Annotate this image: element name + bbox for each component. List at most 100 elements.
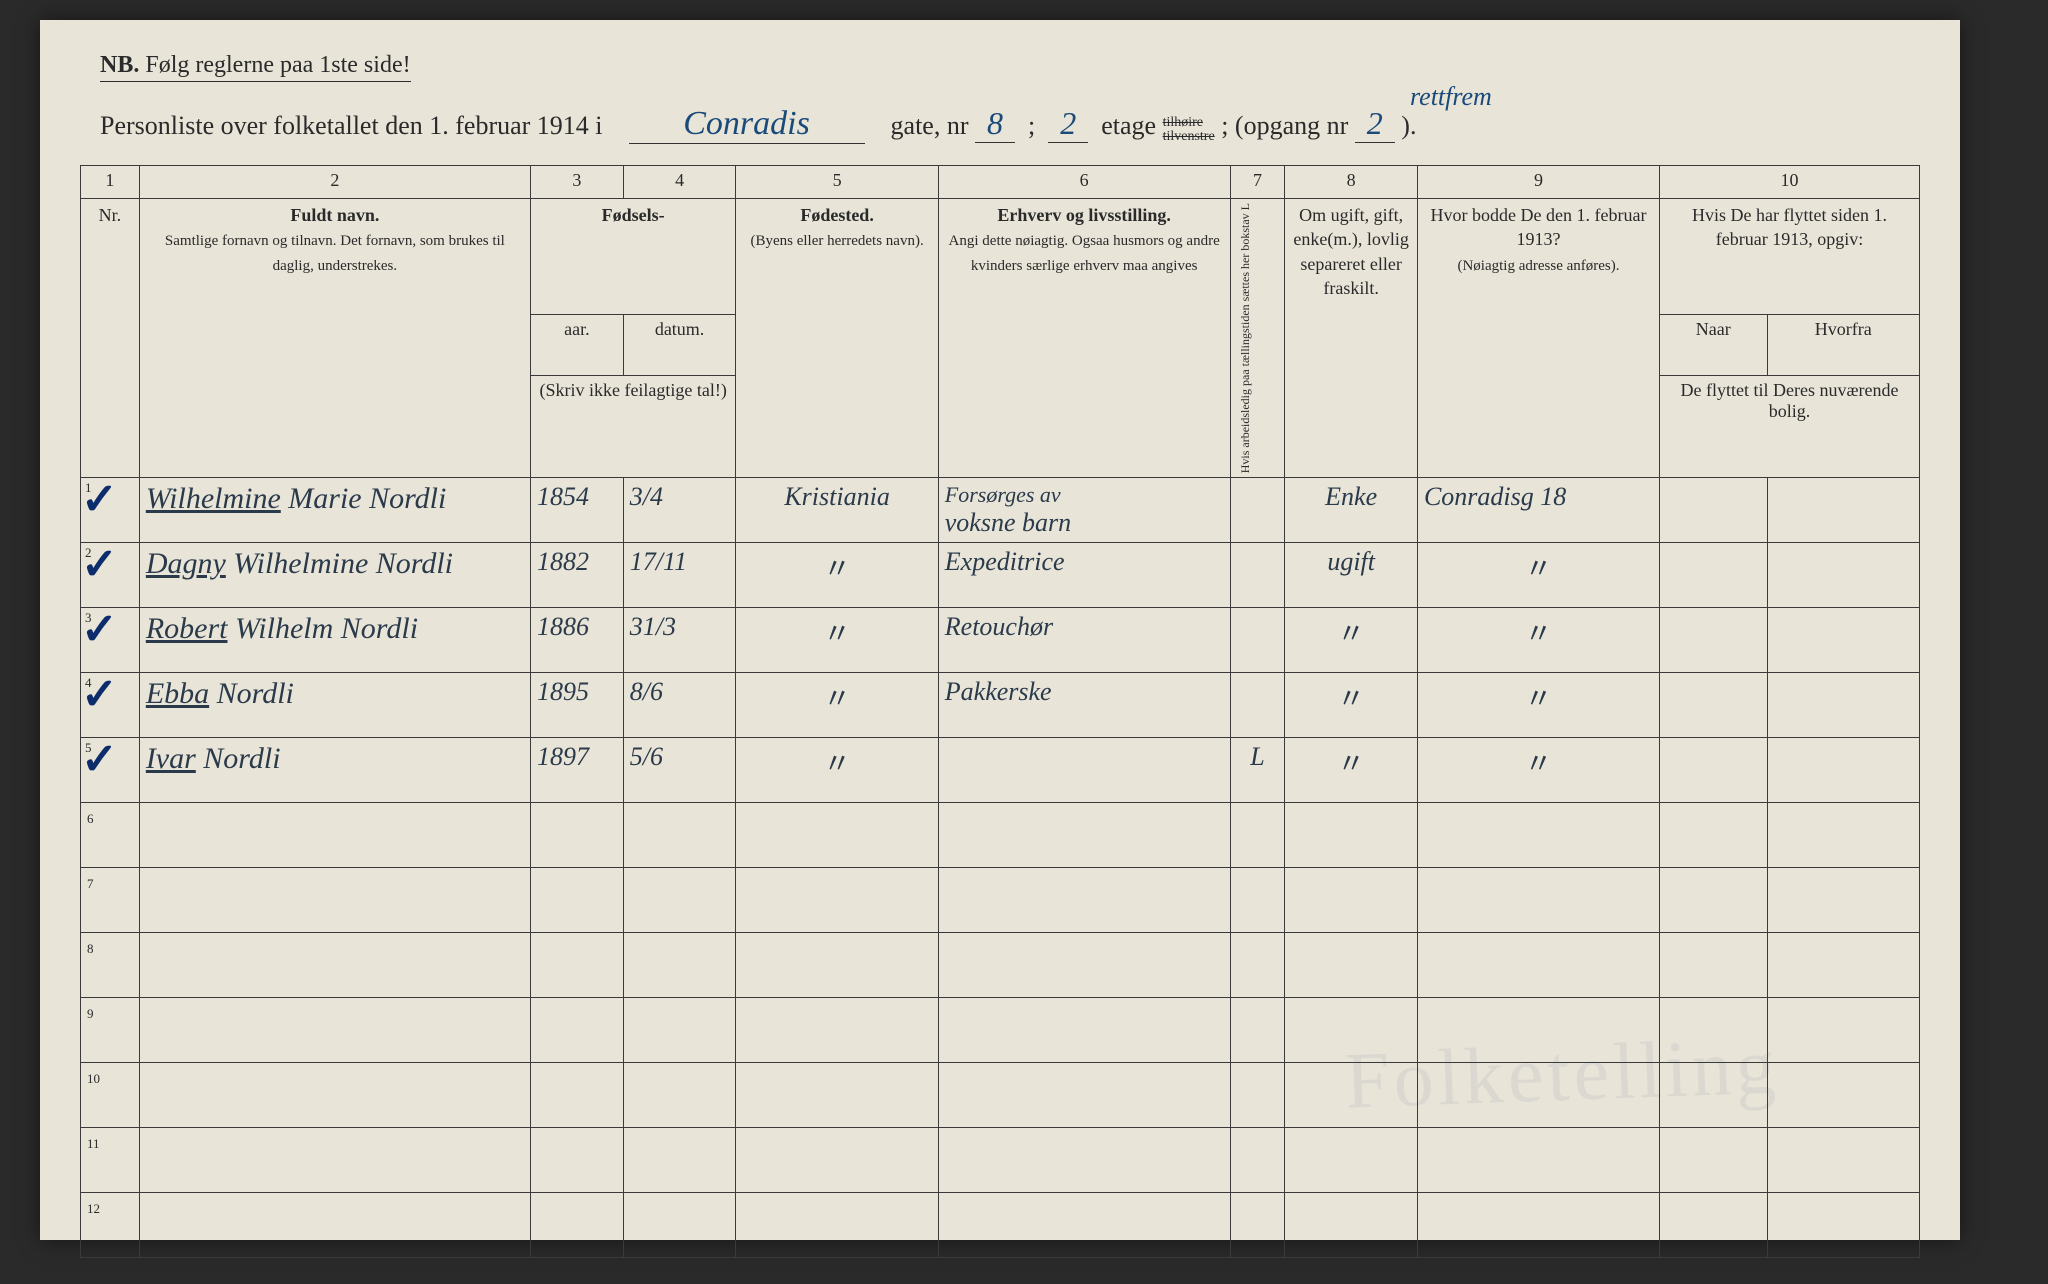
row-name: Robert Wilhelm Nordli [139,608,530,673]
empty-cell [623,1128,736,1193]
empty-cell [1660,1193,1768,1258]
hdr-address-sub: (Nøiagtig adresse anføres). [1457,258,1619,274]
hdr-nr: Nr. [81,199,140,478]
row-status: ugift [1285,543,1418,608]
row-col7 [1230,608,1285,673]
empty-cell [530,1128,623,1193]
empty-cell [139,1193,530,1258]
row-name-text: Robert Wilhelm Nordli [146,612,418,645]
hdr-aar-note: (Skriv ikke feilagtige tal!) [530,375,735,478]
empty-cell [623,933,736,998]
row-col7 [1230,478,1285,543]
row-birthplace: 〃 [736,673,938,738]
row-name: Ivar Nordli [139,738,530,803]
row-naar [1660,673,1768,738]
empty-cell [530,803,623,868]
row-birthplace: 〃 [736,738,938,803]
opgang-nr: 2 [1355,105,1395,143]
table-row-empty: 9 [81,998,1920,1063]
row-nr-cell: 10 [81,1063,140,1128]
empty-cell [139,1128,530,1193]
empty-cell [938,803,1230,868]
row-year-text: 1882 [537,547,589,576]
empty-cell [530,998,623,1063]
row-hvorfra [1767,608,1919,673]
nb-label: NB. [100,52,139,78]
hdr-moved: Hvis De har flyttet siden 1. februar 191… [1660,199,1920,315]
strike-bot: tilvenstre [1163,129,1215,144]
row-year-text: 1895 [537,677,589,706]
empty-cell [1660,868,1768,933]
empty-cell [530,1193,623,1258]
empty-cell [938,868,1230,933]
hdr-fodsels: Fødsels- [530,199,735,315]
row-nr: 6 [87,811,94,826]
empty-cell [1230,803,1285,868]
empty-cell [1230,1063,1285,1128]
row-date-text: 3/4 [630,482,663,511]
etage-label: etage [1101,111,1156,140]
hdr-moved-note: De flyttet til Deres nuværende bolig. [1660,375,1920,478]
row-date: 8/6 [623,673,736,738]
row-hvorfra [1767,738,1919,803]
row-nr: 4 [85,675,92,691]
hdr-fodested-sub: (Byens eller herredets navn). [750,233,923,249]
hdr-hvorfra: Hvorfra [1767,315,1919,375]
row-name-text: Wilhelmine Marie Nordli [146,482,447,515]
row-year: 1854 [530,478,623,543]
colnum-10: 10 [1660,166,1920,199]
hdr-col7-vert: Hvis arbeidsledig paa tællingstiden sætt… [1237,203,1253,473]
empty-cell [1417,998,1659,1063]
table-row-empty: 6 [81,803,1920,868]
row-year-text: 1897 [537,742,589,771]
row-nr-cell: ✓1 [81,478,140,543]
row-address: Conradisg 18 [1417,478,1659,543]
hdr-address: Hvor bodde De den 1. februar 1913? (Nøia… [1417,199,1659,478]
semicolon: ; [1028,111,1035,140]
empty-cell [1417,803,1659,868]
empty-cell [623,1063,736,1128]
hdr-address-title: Hvor bodde De den 1. februar 1913? [1431,205,1647,249]
row-date-text: 17/11 [630,547,687,576]
strike-block: tilhøire tilvenstre [1163,116,1215,144]
empty-cell [1417,933,1659,998]
empty-cell [1285,998,1418,1063]
row-nr-cell: ✓2 [81,543,140,608]
hdr-fodested: Fødested. (Byens eller herredets navn). [736,199,938,478]
row-occupation: Expeditrice [938,543,1230,608]
nb-text: Følg reglerne paa 1ste side! [145,52,410,78]
empty-cell [1285,868,1418,933]
hdr-status: Om ugift, gift, enke(m.), lovlig separer… [1285,199,1418,478]
street-name: Conradis [629,105,865,144]
ditto-mark: 〃 [823,749,851,780]
empty-cell [1417,1193,1659,1258]
row-nr-cell: ✓3 [81,608,140,673]
row-nr: 5 [85,740,92,756]
empty-cell [736,1193,938,1258]
colnum-4: 4 [623,166,736,199]
table-row-empty: 11 [81,1128,1920,1193]
row-nr: 3 [85,610,92,626]
ditto-mark: 〃 [1424,677,1653,717]
hdr-naar: Naar [1660,315,1768,375]
row-col7 [1230,673,1285,738]
row-naar [1660,738,1768,803]
table-row: ✓2Dagny Wilhelmine Nordli188217/11〃Exped… [81,543,1920,608]
ditto-mark: 〃 [1337,684,1365,715]
empty-cell [530,1063,623,1128]
empty-cell [1767,868,1919,933]
ditto-mark: 〃 [1337,619,1365,650]
row-occupation [938,738,1230,803]
etage-nr: 2 [1048,105,1088,143]
empty-cell [1660,1128,1768,1193]
hdr-name-sub: Samtlige fornavn og tilnavn. Det fornavn… [165,233,505,273]
row-status-text: Enke [1325,482,1377,511]
row-birthplace: 〃 [736,608,938,673]
nb-line: NB. Følg reglerne paa 1ste side! [100,52,411,82]
title-prefix: Personliste over folketallet den 1. febr… [100,111,603,140]
row-status: Enke [1285,478,1418,543]
empty-cell [1285,1128,1418,1193]
row-name: Dagny Wilhelmine Nordli [139,543,530,608]
close-paren: ). [1401,111,1416,140]
empty-cell [1660,1063,1768,1128]
